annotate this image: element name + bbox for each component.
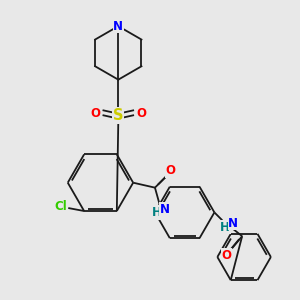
Text: O: O [91, 107, 100, 120]
Text: N: N [113, 20, 123, 33]
Text: N: N [228, 217, 238, 230]
Text: O: O [221, 248, 231, 262]
Text: N: N [160, 203, 170, 216]
Text: S: S [113, 108, 124, 123]
Text: H: H [220, 221, 230, 234]
Text: O: O [136, 107, 146, 120]
Text: Cl: Cl [54, 200, 67, 213]
Text: H: H [152, 206, 162, 219]
Text: O: O [166, 164, 176, 177]
